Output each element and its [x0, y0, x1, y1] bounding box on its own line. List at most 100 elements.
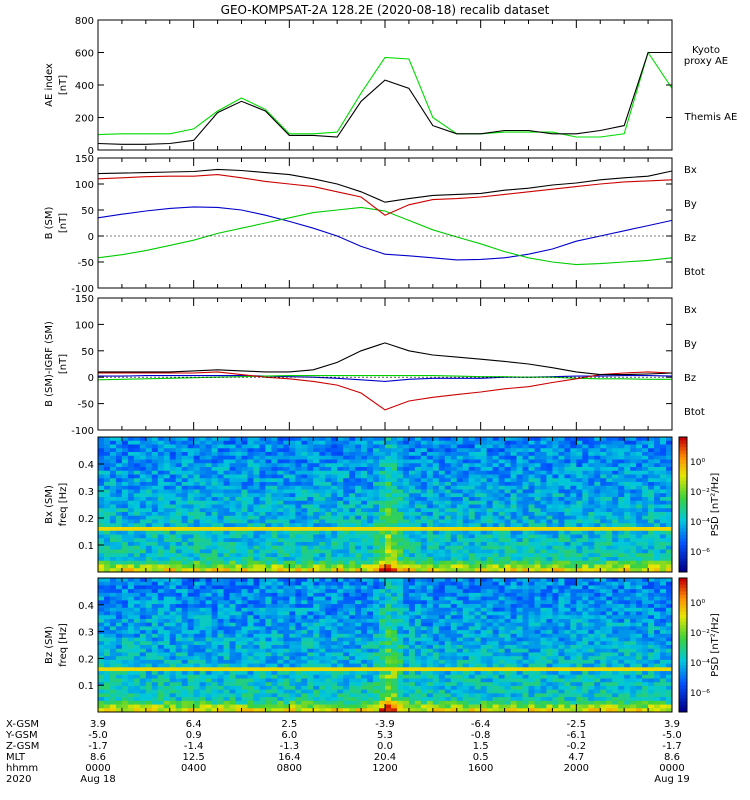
- spectrogram-cell: [98, 600, 105, 605]
- spectrogram-cell: [187, 545, 195, 550]
- spectrogram-cell: [414, 527, 422, 532]
- spectrogram-cell: [199, 607, 207, 612]
- spectrogram-cell: [301, 485, 308, 490]
- spectrogram-cell: [253, 542, 260, 547]
- spectrogram-cell: [438, 459, 446, 464]
- series-line-bx: [98, 375, 673, 382]
- spectrogram-cell: [444, 489, 452, 494]
- spectrogram-cell: [235, 440, 242, 445]
- spectrogram-cell: [594, 545, 601, 550]
- spectrogram-cell: [480, 553, 488, 558]
- spectrogram-cell: [349, 497, 356, 502]
- spectrogram-cell: [522, 448, 529, 453]
- y-tick-label: 0: [88, 146, 94, 157]
- spectrogram-cell: [582, 512, 589, 517]
- spectrogram-cell: [576, 549, 583, 554]
- spectrogram-cell: [516, 448, 523, 453]
- spectrogram-cell: [109, 493, 117, 498]
- spectrogram-cell: [522, 607, 529, 612]
- spectrogram-cell: [127, 568, 135, 573]
- spectrogram-cell: [301, 527, 308, 532]
- spectrogram-cell: [456, 542, 464, 547]
- spectrogram-cell: [319, 618, 326, 624]
- spectrogram-cell: [540, 568, 547, 573]
- spectrogram-cell: [289, 452, 296, 457]
- spectrogram-cell: [163, 444, 171, 449]
- spectrogram-cell: [385, 444, 392, 449]
- spectrogram-cell: [600, 549, 607, 554]
- spectrogram-cell: [456, 585, 464, 590]
- spectrogram-cell: [241, 542, 248, 547]
- spectrogram-cell: [361, 455, 368, 460]
- spectrogram-cell: [546, 444, 553, 449]
- spectrogram-cell: [337, 545, 344, 550]
- spectrogram-cell: [576, 596, 583, 601]
- spectrogram-cell: [474, 452, 482, 457]
- spectrogram-cell: [528, 564, 535, 569]
- spectrogram-cell: [570, 592, 577, 598]
- spectrogram-cell: [259, 527, 266, 532]
- spectrogram-cell: [510, 437, 517, 442]
- spectrogram-cell: [175, 589, 183, 594]
- spectrogram-cell: [175, 622, 183, 627]
- spectrogram-cell: [157, 568, 165, 573]
- spectrogram-cell: [546, 478, 553, 483]
- spectrogram-cell: [361, 600, 368, 605]
- spectrogram-cell: [367, 504, 374, 509]
- spectrogram-cell: [199, 592, 207, 598]
- spectrogram-cell: [283, 581, 290, 586]
- spectrogram-cell: [175, 557, 183, 562]
- spectrogram-cell: [558, 493, 565, 498]
- spectrogram-cell: [361, 512, 368, 517]
- spectrogram-cell: [235, 530, 242, 535]
- spectrogram-cell: [444, 519, 452, 524]
- spectrogram-cell: [271, 592, 278, 598]
- spectrogram-cell: [211, 497, 218, 502]
- spectrogram-cell: [349, 493, 356, 498]
- spectrogram-cell: [205, 470, 213, 475]
- spectrogram-cell: [175, 519, 183, 524]
- colorbar-swatch: [679, 474, 687, 478]
- spectrogram-cell: [492, 474, 500, 479]
- spectrogram-cell: [480, 564, 488, 569]
- spectrogram-cell: [666, 452, 673, 457]
- spectrogram-cell: [98, 440, 105, 445]
- spectrogram-cell: [540, 452, 547, 457]
- spectrogram-cell: [199, 482, 207, 487]
- spectrogram-cell: [666, 585, 673, 590]
- spectrogram-cell: [576, 485, 583, 490]
- spectrogram-cell: [217, 553, 224, 558]
- spectrogram-cell: [390, 444, 398, 449]
- spectrogram-cell: [480, 482, 488, 487]
- spectrogram-cell: [630, 557, 637, 562]
- spectrogram-cell: [558, 470, 565, 475]
- spectrogram-cell: [636, 444, 643, 449]
- spectrogram-cell: [319, 463, 326, 468]
- spectrogram-cell: [199, 497, 207, 502]
- spectrogram-cell: [498, 611, 505, 616]
- spectrogram-cell: [133, 592, 141, 598]
- spectrogram-cell: [289, 527, 296, 532]
- spectrogram-cell: [187, 515, 195, 520]
- spectrogram-cell: [576, 564, 583, 569]
- spectrogram-cell: [522, 557, 529, 562]
- spectrogram-cell: [606, 530, 613, 535]
- spectrogram-cell: [462, 467, 470, 472]
- spectrogram-cell: [588, 615, 595, 620]
- colorbar-swatch: [679, 514, 687, 519]
- spectrogram-cell: [498, 459, 505, 464]
- spectrogram-cell: [205, 500, 213, 505]
- spectrogram-cell: [456, 452, 464, 457]
- spectrogram-cell: [492, 564, 500, 569]
- spectrogram-cell: [379, 470, 386, 475]
- spectrogram-cell: [367, 564, 374, 569]
- spectrogram-cell: [145, 519, 153, 524]
- spectrogram-cell: [361, 437, 368, 442]
- spectrogram-cell: [582, 515, 589, 520]
- spectrogram-cell: [480, 474, 488, 479]
- spectrogram-cell: [498, 467, 505, 472]
- spectrogram-cell: [379, 607, 386, 612]
- spectrogram-cell: [157, 470, 165, 475]
- spectrogram-cell: [283, 538, 290, 543]
- spectrogram-cell: [636, 474, 643, 479]
